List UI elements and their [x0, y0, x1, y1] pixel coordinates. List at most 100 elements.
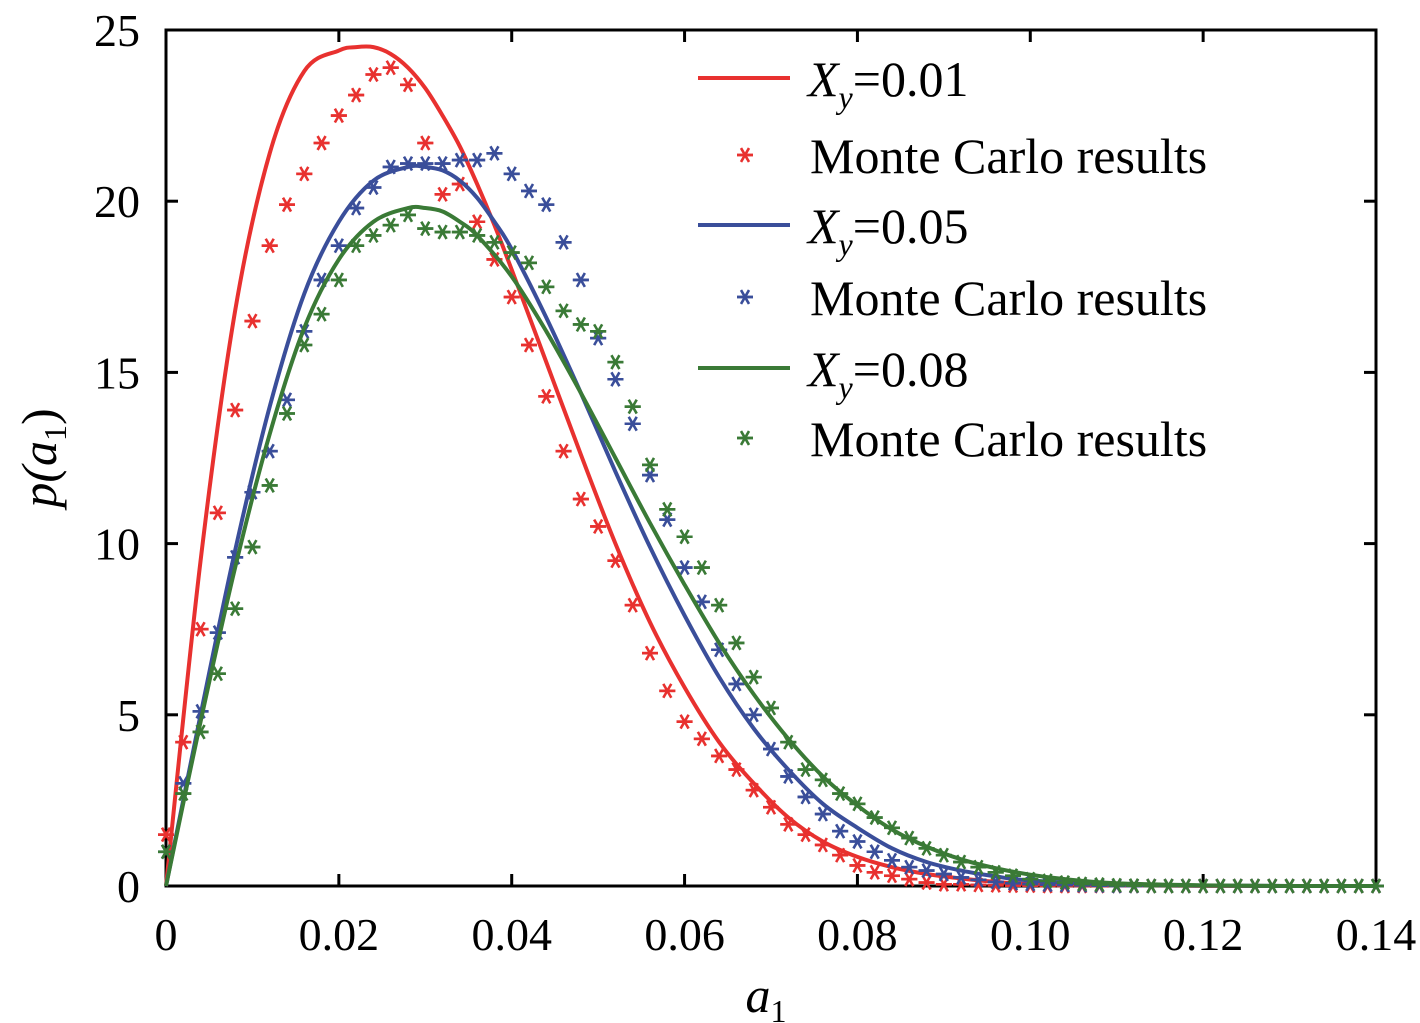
y-tick-label: 15 — [94, 347, 140, 398]
data-point — [642, 645, 658, 661]
data-point — [538, 197, 555, 213]
y-tick-label: 0 — [117, 861, 140, 912]
data-point — [1368, 878, 1384, 894]
data-point — [953, 869, 970, 886]
data-point — [832, 785, 849, 802]
data-point — [1160, 878, 1177, 894]
data-point — [607, 354, 624, 370]
data-point — [1298, 878, 1315, 894]
data-point — [832, 823, 849, 839]
data-point — [572, 491, 589, 507]
data-point — [901, 830, 918, 846]
data-point — [158, 844, 174, 860]
data-point — [814, 806, 831, 822]
x-tick-label: 0.12 — [1163, 909, 1244, 960]
data-point — [1005, 868, 1021, 884]
data-point — [261, 238, 278, 254]
data-point — [953, 854, 970, 870]
data-point — [935, 847, 952, 863]
data-point — [503, 244, 520, 261]
data-point — [935, 866, 952, 882]
data-point — [728, 676, 745, 692]
data-point — [417, 135, 434, 151]
data-point — [348, 87, 365, 103]
data-point — [797, 762, 814, 778]
data-point — [624, 399, 641, 415]
data-point — [434, 224, 451, 240]
data-point — [555, 443, 572, 459]
data-point — [538, 279, 555, 295]
data-point — [918, 863, 935, 879]
series-points-1 — [158, 60, 1384, 894]
data-point — [763, 700, 779, 716]
data-point — [175, 785, 192, 802]
legend-label: Xy=0.01 — [806, 51, 968, 115]
data-point — [227, 601, 244, 617]
data-point — [659, 512, 676, 528]
data-point — [313, 306, 330, 322]
data-point — [330, 238, 347, 254]
data-point — [832, 847, 849, 863]
data-point — [538, 388, 555, 404]
y-tick-label: 10 — [94, 519, 140, 570]
data-point — [1108, 877, 1125, 893]
data-point — [279, 405, 295, 422]
data-point — [451, 224, 468, 240]
data-point — [849, 796, 866, 812]
data-point — [849, 857, 866, 874]
data-point — [244, 313, 261, 329]
data-point — [158, 827, 174, 843]
data-point — [797, 789, 814, 805]
data-point — [1056, 874, 1073, 891]
data-point — [382, 159, 399, 175]
data-point — [676, 714, 693, 730]
data-point — [590, 323, 607, 339]
legend-entry: Xy=0.08 — [698, 341, 968, 405]
axis-ticks: 0 0.02 0.04 0.06 0.08 0.10 0.12 0.14 0 5 10 15 20 25 — [94, 5, 1416, 960]
legend-entry: Monte Carlo results — [737, 128, 1207, 184]
x-tick-label: 0.02 — [299, 909, 380, 960]
data-point — [711, 748, 728, 764]
data-point — [348, 200, 365, 216]
data-point — [417, 221, 434, 237]
data-point — [521, 183, 537, 199]
y-tick-label: 20 — [94, 176, 140, 227]
data-point — [624, 416, 641, 432]
plot-frame — [164, 28, 1378, 888]
data-point — [365, 66, 382, 83]
data-point — [866, 844, 883, 860]
data-point — [192, 621, 209, 637]
legend-label: Monte Carlo results — [810, 270, 1207, 326]
data-point — [737, 147, 753, 163]
data-point — [1091, 877, 1108, 893]
y-axis-label: p(a1) — [11, 408, 73, 510]
data-point — [814, 772, 831, 788]
data-point — [1195, 878, 1212, 894]
data-point — [382, 217, 399, 233]
data-point — [693, 731, 710, 747]
data-point — [693, 559, 710, 576]
data-point — [1126, 878, 1142, 894]
data-point — [935, 876, 952, 892]
data-point — [296, 337, 313, 353]
legend-label: Monte Carlo results — [810, 411, 1207, 467]
data-point — [745, 782, 762, 798]
data-point — [503, 289, 520, 305]
x-tick-label: 0.08 — [817, 909, 898, 960]
data-point — [745, 669, 762, 685]
data-point — [590, 518, 607, 535]
data-point — [884, 868, 900, 884]
data-point — [209, 666, 226, 682]
data-point — [572, 316, 589, 333]
data-point — [192, 724, 209, 740]
data-point — [1177, 878, 1194, 894]
data-point — [572, 272, 589, 288]
data-point — [737, 289, 753, 305]
x-tick-label: 0.10 — [990, 909, 1071, 960]
data-point — [521, 337, 537, 353]
data-point — [400, 77, 416, 93]
data-point — [348, 238, 365, 254]
data-point — [763, 741, 779, 757]
data-point — [1022, 871, 1039, 887]
data-point — [970, 859, 987, 875]
